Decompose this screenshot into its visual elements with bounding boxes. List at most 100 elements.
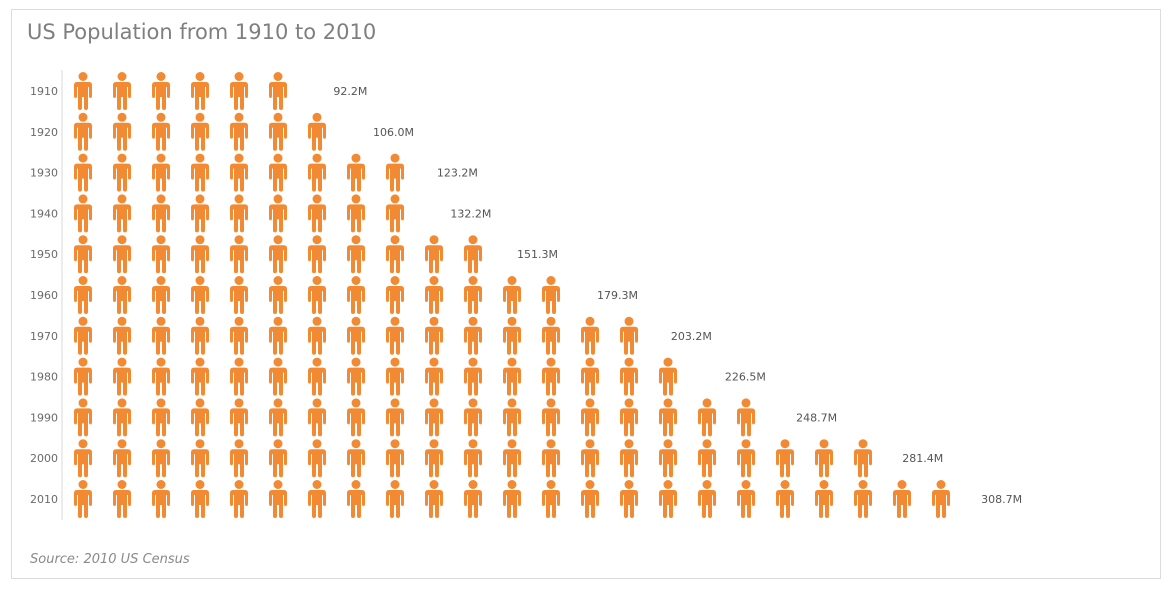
person-icon: [191, 398, 209, 437]
person-icon: [113, 480, 131, 518]
person-icon: [581, 316, 599, 355]
person-icon: [269, 112, 287, 151]
person-icon: [152, 480, 170, 518]
person-icon: [191, 194, 209, 233]
person-icon: [386, 357, 404, 396]
person-icon: [464, 439, 482, 478]
person-icon: [308, 480, 326, 518]
person-icon: [308, 439, 326, 478]
person-icon: [464, 316, 482, 355]
person-icon: [308, 112, 326, 151]
person-icon: [191, 276, 209, 314]
person-icon: [737, 480, 755, 518]
value-label: 106.0M: [373, 126, 414, 139]
person-icon: [230, 194, 248, 233]
year-label: 1950: [30, 248, 58, 261]
person-icon: [581, 398, 599, 437]
person-icon: [347, 194, 365, 233]
pictograph-row: 2010 308.7M: [30, 480, 1022, 518]
person-icon: [698, 480, 716, 518]
person-icon: [269, 276, 287, 314]
chart-title: US Population from 1910 to 2010: [27, 20, 377, 44]
person-icon: [464, 398, 482, 437]
person-icon: [503, 357, 521, 396]
person-icon: [269, 153, 287, 192]
value-label: 179.3M: [597, 289, 638, 302]
value-label: 281.4M: [902, 452, 943, 465]
person-icon: [152, 72, 170, 110]
person-icon: [191, 153, 209, 192]
year-label: 1920: [30, 126, 58, 139]
person-icon: [152, 194, 170, 233]
person-icon: [74, 153, 92, 192]
person-icon: [74, 276, 92, 314]
person-icon: [581, 480, 599, 518]
person-icon: [308, 194, 326, 233]
person-icon: [74, 112, 92, 151]
person-icon: [659, 480, 677, 518]
person-icon: [191, 316, 209, 355]
person-icon: [425, 398, 443, 437]
person-icon: [386, 480, 404, 518]
person-icon: [191, 235, 209, 274]
person-icon: [191, 72, 209, 110]
person-icon: [74, 72, 92, 110]
person-icon: [620, 398, 638, 437]
person-icon: [113, 235, 131, 274]
value-label: 308.7M: [981, 493, 1022, 506]
person-icon: [230, 235, 248, 274]
person-icon: [230, 398, 248, 437]
person-icon: [308, 316, 326, 355]
person-icon: [347, 439, 365, 478]
year-label: 1910: [30, 85, 58, 98]
person-icon: [113, 194, 131, 233]
partial-person-icon: [698, 358, 716, 396]
person-icon: [542, 439, 560, 478]
person-icon: [542, 316, 560, 355]
person-icon: [347, 235, 365, 274]
year-label: 1930: [30, 167, 58, 180]
person-icon: [542, 480, 560, 518]
person-icon: [386, 276, 404, 314]
person-icon: [620, 316, 638, 355]
person-icon: [152, 153, 170, 192]
person-icon: [425, 480, 443, 518]
person-icon: [386, 194, 404, 233]
person-icon: [269, 194, 287, 233]
person-icon: [152, 316, 170, 355]
person-icon: [425, 316, 443, 355]
person-icon: [581, 357, 599, 396]
person-icon: [152, 235, 170, 274]
person-icon: [230, 480, 248, 518]
pictograph-row: 1950 151.3M: [30, 235, 558, 274]
person-icon: [347, 480, 365, 518]
person-icon: [269, 480, 287, 518]
year-label: 1970: [30, 330, 58, 343]
person-icon: [464, 235, 482, 274]
person-icon: [464, 480, 482, 518]
value-label: 151.3M: [517, 248, 558, 261]
person-icon: [737, 439, 755, 478]
person-icon: [152, 276, 170, 314]
value-label: 123.2M: [437, 167, 478, 180]
pictograph-row: 1980 226.5M: [30, 357, 766, 396]
person-icon: [74, 235, 92, 274]
person-icon: [542, 276, 560, 314]
person-icon: [152, 439, 170, 478]
person-icon: [347, 316, 365, 355]
value-label: 132.2M: [450, 207, 491, 220]
person-icon: [269, 316, 287, 355]
person-icon: [542, 357, 560, 396]
person-icon: [113, 72, 131, 110]
partial-person-icon: [425, 194, 443, 232]
person-icon: [269, 235, 287, 274]
person-icon: [269, 439, 287, 478]
person-icon: [74, 194, 92, 233]
value-label: 226.5M: [725, 371, 766, 384]
person-icon: [776, 480, 794, 518]
person-icon: [230, 357, 248, 396]
person-icon: [620, 357, 638, 396]
person-icon: [503, 480, 521, 518]
person-icon: [191, 112, 209, 151]
person-icon: [269, 72, 287, 110]
